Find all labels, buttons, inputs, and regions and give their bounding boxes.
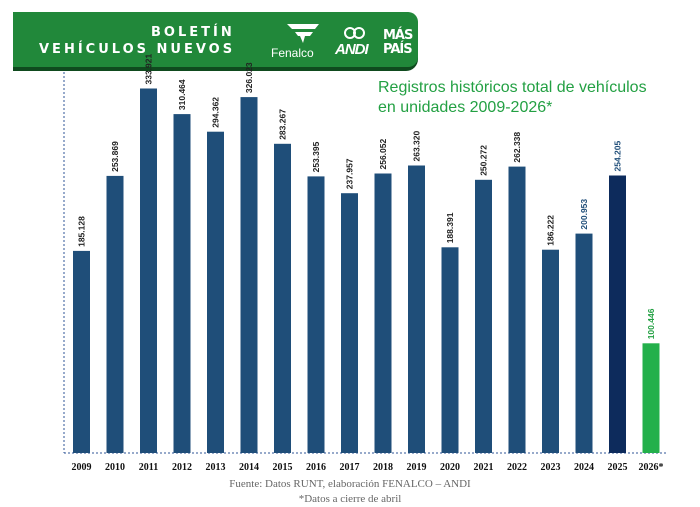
value-label-2021: 250.272 [479,145,489,176]
bar-2023 [542,249,559,453]
chart-title-line1: Registros históricos total de vehículos [378,79,647,96]
value-label-2020: 188.391 [445,212,455,243]
x-tick-2018: 2018 [373,462,393,473]
x-tick-2010: 2010 [105,462,125,473]
bar-2021 [475,179,492,454]
x-tick-2017: 2017 [340,462,360,473]
x-tick-2019: 2019 [407,462,427,473]
x-tick-2012: 2012 [172,462,192,473]
value-label-2025: 254.205 [613,141,623,172]
fenalco-logo-text: Fenalco [271,46,314,60]
value-label-2022: 262.338 [512,132,522,163]
x-tick-2014: 2014 [239,462,259,473]
x-tick-2016: 2016 [306,462,326,473]
value-label-2014: 326.023 [244,62,254,93]
value-label-2009: 185.128 [77,216,87,247]
bar-2013 [207,131,224,453]
bar-2019 [408,165,425,453]
fenalco-logo-icon [287,24,319,43]
bar-2009 [73,250,90,453]
bar-2025 [609,175,626,453]
fenalco-logo: Fenalco [271,20,335,64]
bar-2026 [642,343,660,453]
value-label-2023: 186.222 [546,215,556,246]
bar-2014 [240,97,258,453]
bar-2020 [441,247,459,453]
value-label-2019: 263.320 [412,131,422,162]
value-label-2016: 253.395 [311,141,321,172]
bar-2015 [274,143,291,454]
value-label-2024: 200.953 [579,199,589,230]
x-tick-2011: 2011 [139,462,158,473]
x-tick-2026: 2026* [639,462,664,473]
chart-title-line2: en unidades 2009-2026* [378,99,553,116]
bar-2018 [374,173,392,453]
value-label-2011: 333.921 [144,54,154,85]
header-banner: BOLETÍN VEHÍCULOS NUEVOS Fenalco ANDI MÁ… [13,12,418,67]
x-tick-2024: 2024 [574,462,594,473]
mas-pais-logo-line1: MÁS [383,28,413,43]
andi-logo: ANDI [335,24,379,62]
x-tick-2015: 2015 [273,462,293,473]
x-tick-2020: 2020 [440,462,460,473]
value-label-2010: 253.869 [110,141,120,172]
header-banner-fill: BOLETÍN VEHÍCULOS NUEVOS Fenalco ANDI MÁ… [13,12,418,67]
mas-pais-logo: MÁS PAÍS [383,28,423,64]
data-cutoff-note: *Datos a cierre de abril [298,493,402,505]
bar-2022 [508,166,526,453]
value-label-2018: 256.052 [378,139,388,170]
mas-pais-logo-line2: PAÍS [383,42,413,57]
value-label-2013: 294.362 [211,97,221,128]
andi-logo-text: ANDI [335,41,369,58]
value-label-2015: 283.267 [278,109,288,140]
source-note: Fuente: Datos RUNT, elaboración FENALCO … [229,478,471,490]
andi-logo-icon [344,27,365,39]
value-label-2012: 310.464 [177,79,187,110]
x-tick-2013: 2013 [206,462,226,473]
x-tick-2021: 2021 [474,462,494,473]
x-tick-2009: 2009 [72,462,92,473]
bar-2012 [173,114,191,453]
value-label-2026: 100.446 [646,308,656,339]
x-tick-2022: 2022 [507,462,527,473]
bar-2024 [575,233,593,453]
bulletin-title-line2: VEHÍCULOS NUEVOS [39,42,236,57]
x-tick-2025: 2025 [608,462,628,473]
bulletin-title-line1: BOLETÍN [151,25,235,40]
bar-2016 [307,176,325,453]
bar-2011 [140,88,157,453]
bar-2017 [341,193,358,453]
x-tick-2023: 2023 [541,462,561,473]
bar-2010 [106,175,124,453]
chart-title: Registros históricos total de vehículos … [378,78,678,118]
value-label-2017: 237.957 [345,158,355,189]
